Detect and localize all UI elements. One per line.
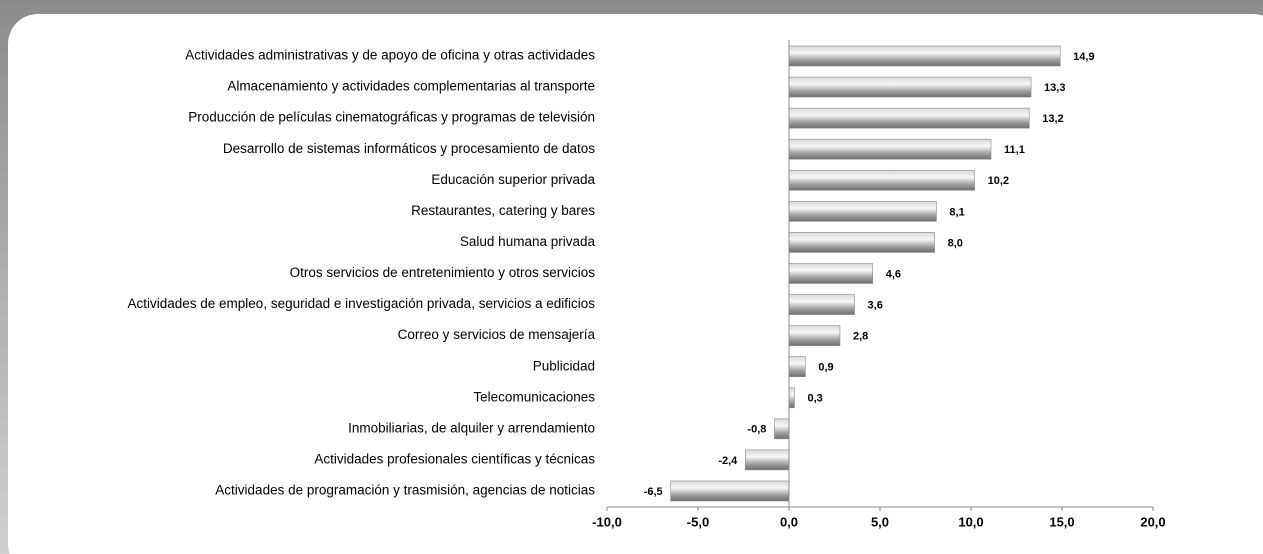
value-label: 14,9 <box>1073 51 1094 63</box>
panel <box>8 14 1263 554</box>
bar <box>788 201 937 222</box>
bar <box>788 387 795 409</box>
value-label: 8,1 <box>949 206 964 218</box>
category-label: Actividades de programación y trasmisión… <box>215 483 595 498</box>
value-label: 13,3 <box>1044 82 1065 94</box>
x-tick-label: 10,0 <box>958 514 983 529</box>
category-label: Almacenamiento y actividades complementa… <box>227 79 595 94</box>
bar <box>788 76 1032 98</box>
value-label: 2,8 <box>853 331 868 343</box>
x-tick-label: 20,0 <box>1140 514 1165 529</box>
value-label: 11,1 <box>1004 144 1025 156</box>
bar <box>788 263 874 284</box>
bar <box>788 325 841 346</box>
value-label: 10,2 <box>988 175 1009 187</box>
category-label: Correo y servicios de mensajería <box>398 327 596 342</box>
category-label: Actividades profesionales científicas y … <box>314 451 595 466</box>
value-label: 8,0 <box>948 237 963 249</box>
category-label: Desarrollo de sistemas informáticos y pr… <box>223 141 595 156</box>
x-tick-label: -5,0 <box>687 514 709 529</box>
bar <box>788 232 935 253</box>
value-label: 3,6 <box>868 299 883 311</box>
category-label: Publicidad <box>533 358 595 373</box>
bar <box>788 294 855 315</box>
value-label: 4,6 <box>886 268 901 280</box>
category-label: Inmobiliarias, de alquiler y arrendamien… <box>348 420 595 435</box>
category-label: Salud humana privada <box>460 234 596 249</box>
bar <box>788 356 806 378</box>
value-label: 0,3 <box>807 393 822 405</box>
value-label: 0,9 <box>818 362 833 374</box>
bar <box>788 45 1061 67</box>
category-label: Telecomunicaciones <box>473 389 595 404</box>
bar <box>788 138 992 160</box>
x-tick-label: -10,0 <box>592 514 622 529</box>
bar <box>788 169 975 191</box>
value-label: -0,8 <box>747 424 766 436</box>
category-label: Producción de películas cinematográficas… <box>188 110 595 125</box>
category-label: Restaurantes, catering y bares <box>411 203 595 218</box>
x-tick-label: 5,0 <box>871 514 889 529</box>
bar <box>745 449 790 471</box>
value-label: -6,5 <box>644 486 663 498</box>
category-label: Otros servicios de entretenimiento y otr… <box>290 265 596 280</box>
bar <box>774 418 790 440</box>
bar <box>788 107 1030 129</box>
category-label: Actividades administrativas y de apoyo d… <box>185 48 595 63</box>
value-label: 13,2 <box>1042 113 1063 125</box>
value-label: -2,4 <box>718 455 738 467</box>
x-tick-label: 15,0 <box>1049 514 1074 529</box>
category-label: Educación superior privada <box>431 172 595 187</box>
category-label: Actividades de empleo, seguridad e inves… <box>127 296 595 311</box>
bar <box>670 480 790 502</box>
x-tick-label: 0,0 <box>780 514 798 529</box>
